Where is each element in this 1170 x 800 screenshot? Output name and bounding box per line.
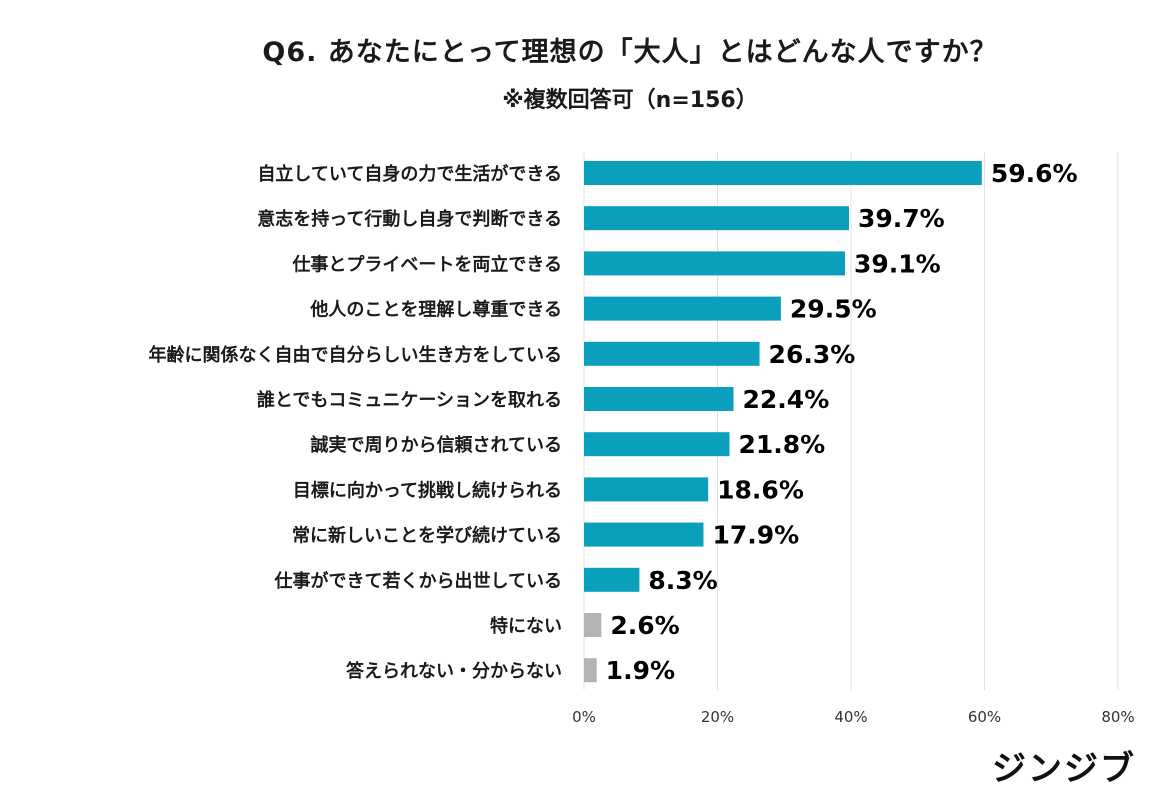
category-label: 仕事ができて若くから出世している xyxy=(274,570,562,592)
category-label: 意志を持って行動し自身で判断できる xyxy=(257,208,562,230)
bar xyxy=(584,613,602,637)
category-label: 特にない xyxy=(490,615,562,637)
category-label: 仕事とプライベートを両立できる xyxy=(291,253,562,275)
value-label: 8.3% xyxy=(648,566,717,595)
x-tick-label: 60% xyxy=(968,708,1001,726)
value-label: 22.4% xyxy=(743,385,830,414)
bar xyxy=(584,161,982,185)
category-labels: 自立していて自身の力で生活ができる意志を持って行動し自身で判断できる仕事とプライ… xyxy=(149,163,562,682)
value-label: 2.6% xyxy=(610,611,679,640)
category-label: 常に新しいことを学び続けている xyxy=(292,525,562,547)
bar-chart: 自立していて自身の力で生活ができる意志を持って行動し自身で判断できる仕事とプライ… xyxy=(149,152,1135,726)
value-label: 39.1% xyxy=(854,249,941,278)
category-label: 答えられない・分からない xyxy=(346,660,562,682)
x-tick-label: 80% xyxy=(1101,708,1134,726)
value-label: 21.8% xyxy=(739,430,826,459)
value-label: 39.7% xyxy=(858,204,945,233)
brand-logo: ジンジブ xyxy=(992,749,1136,789)
chart-title: Q6. あなたにとって理想の「大人」とはどんな人ですか？ xyxy=(262,37,998,68)
value-label: 26.3% xyxy=(769,340,856,369)
value-label: 17.9% xyxy=(712,521,799,550)
gridlines xyxy=(583,152,1119,690)
value-label: 59.6% xyxy=(991,159,1078,188)
bar xyxy=(584,251,845,276)
category-label: 誠実で周りから信頼されている xyxy=(311,434,562,456)
category-label: 他人のことを理解し尊重できる xyxy=(309,299,562,321)
bar xyxy=(584,567,640,592)
chart-subtitle: ※複数回答可（n=156） xyxy=(502,88,758,113)
value-label: 29.5% xyxy=(790,295,877,324)
x-tick-label: 0% xyxy=(572,708,596,726)
bar xyxy=(584,522,704,547)
bar xyxy=(584,387,734,411)
bar xyxy=(584,477,709,502)
category-label: 年齢に関係なく自由で自分らしい生き方をしている xyxy=(149,344,562,366)
bar xyxy=(584,341,760,366)
x-axis-ticks: 0% 20% 40% 60% 80% xyxy=(572,708,1135,726)
value-labels: 59.6% 39.7% 39.1% 29.5% 26.3% 22.4% 21.8% 18.6%… xyxy=(606,159,1078,685)
category-label: 自立していて自身の力で生活ができる xyxy=(257,163,562,185)
bar xyxy=(584,432,730,457)
value-label: 1.9% xyxy=(606,656,675,685)
category-label: 誰とでもコミュニケーションを取れる xyxy=(257,389,562,411)
x-tick-label: 20% xyxy=(701,708,734,726)
x-tick-label: 40% xyxy=(834,708,867,726)
value-label: 18.6% xyxy=(717,475,804,504)
bar xyxy=(584,296,781,321)
bars xyxy=(584,161,982,683)
bar xyxy=(584,206,849,231)
category-label: 目標に向かって挑戦し続けられる xyxy=(293,479,562,501)
bar xyxy=(584,658,597,683)
